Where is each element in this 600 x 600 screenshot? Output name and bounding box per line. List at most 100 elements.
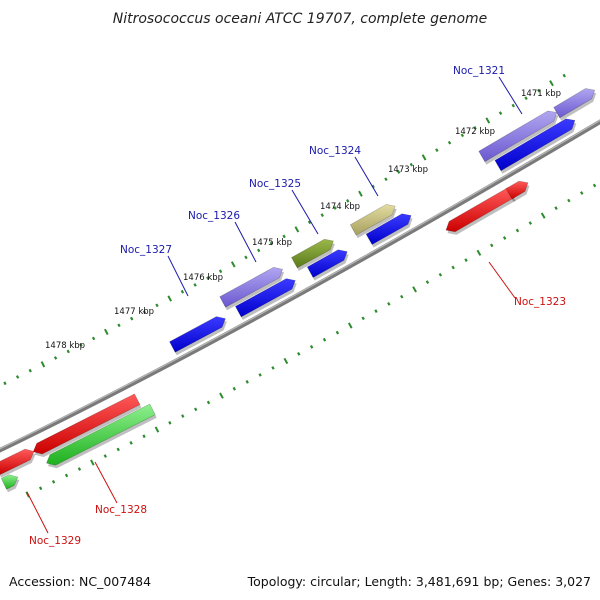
gene-arrow-noc-1327-body (169, 316, 226, 353)
tick-mark (476, 249, 482, 256)
leader-line-noc-1326 (234, 221, 257, 263)
gene-label-noc-1321: Noc_1321 (453, 65, 505, 77)
gene-arrow-noc-1326-lower (234, 278, 297, 320)
gene-label-noc-1326: Noc_1326 (188, 210, 240, 222)
gene-label-noc-1323: Noc_1323 (514, 296, 566, 308)
tick-mark (347, 322, 353, 329)
tick-mark (257, 248, 261, 253)
tick-mark (245, 379, 249, 384)
tick-mark (322, 337, 327, 342)
outer-tick-track (3, 73, 566, 386)
tick-mark (549, 80, 554, 87)
tick-mark (129, 440, 133, 445)
tick-tracks (3, 73, 597, 498)
gene-arrow-noc-1323-b (505, 180, 530, 202)
tick-mark (181, 414, 185, 418)
tick-mark (155, 303, 159, 308)
leader-line-noc-1321 (498, 76, 523, 115)
tick-mark (409, 162, 414, 167)
tick-mark (53, 356, 58, 360)
leader-line-noc-1325 (291, 189, 319, 235)
genome-backbone-highlight (0, 119, 600, 450)
gene-arrow-noc-1328-body (32, 393, 141, 455)
gene-arrow-noc-1321-body (478, 110, 558, 163)
tick-mark (511, 103, 515, 108)
gene-arrow-noc-1323 (445, 187, 516, 235)
tick-mark (374, 309, 378, 314)
tick-mark (498, 111, 503, 115)
tick-mark (180, 289, 185, 294)
tick-mark (193, 283, 197, 287)
leader-line-noc-1328 (94, 461, 118, 504)
gene-arrow-noc-1321-upper (553, 88, 597, 121)
tick-mark (39, 486, 43, 491)
gene-arrow-noc-1328-green (46, 403, 157, 469)
tick-mark (400, 294, 404, 299)
tick-mark (104, 328, 109, 336)
tick-mark (66, 349, 70, 354)
tick-mark (562, 73, 566, 78)
tick-mark (333, 206, 337, 210)
tick-mark (554, 206, 558, 210)
gene-arrow-noc-1329-green-body (0, 474, 19, 490)
tick-mark (258, 373, 262, 377)
tick-mark (91, 336, 96, 341)
tick-mark (206, 276, 210, 280)
kbp-label-1476: 1476 kbp (183, 273, 223, 283)
tick-mark (142, 434, 146, 439)
tick-mark (307, 220, 312, 225)
gene-arrow-noc-1326-lower-body (234, 278, 296, 318)
tick-mark (117, 323, 121, 328)
leader-line-noc-1329 (26, 491, 49, 534)
tick-mark (142, 310, 147, 314)
gene-arrow-noc-1325 (291, 238, 335, 271)
tick-mark (244, 255, 248, 260)
tick-mark (524, 96, 528, 101)
tick-mark (335, 330, 340, 335)
tick-mark (460, 133, 465, 138)
tick-mark (232, 386, 236, 391)
genome-backbone (0, 119, 600, 453)
kbp-labels: 1471 kbp 1472 kbp 1473 kbp 1474 kbp 1475… (45, 89, 561, 351)
gene-arrow-noc-1327 (169, 316, 227, 356)
accession-text: Accession: NC_007484 (9, 574, 151, 589)
map-title: Nitrosococcus oceani ATCC 19707, complet… (113, 11, 488, 27)
tick-mark (320, 213, 324, 218)
tick-mark (502, 236, 507, 240)
genome-summary-text: Topology: circular; Length: 3,481,691 bp… (247, 574, 591, 589)
gene-labels: Noc_1321 Noc_1324 Noc_1325 Noc_1326 Noc_… (29, 65, 566, 547)
tick-mark (28, 368, 32, 373)
tick-mark (435, 148, 439, 152)
tick-mark (297, 352, 301, 356)
kbp-label-1475: 1475 kbp (252, 238, 292, 248)
tick-mark (154, 426, 160, 433)
gene-arrow-noc-1326-body (219, 266, 284, 308)
tick-mark (15, 375, 20, 379)
tick-mark (77, 467, 82, 471)
tick-mark (51, 480, 56, 484)
tick-mark (425, 280, 430, 284)
tick-mark (567, 198, 571, 203)
gene-arrow-noc-1328 (32, 393, 142, 457)
leader-line-noc-1323 (488, 261, 516, 299)
tick-mark (116, 447, 120, 452)
leader-line-noc-1327 (167, 255, 189, 297)
gene-arrow-noc-1329 (0, 448, 36, 478)
kbp-label-1472: 1472 kbp (455, 127, 495, 137)
gene-label-noc-1328: Noc_1328 (95, 504, 147, 516)
tick-mark (412, 286, 417, 293)
tick-mark (309, 344, 314, 349)
gene-arrow-noc-1329-green (0, 474, 20, 493)
tick-mark (387, 302, 391, 306)
tick-mark (168, 421, 172, 425)
gene-arrow-noc-1328-green-body (46, 403, 156, 466)
tick-mark (219, 392, 224, 399)
tick-mark (271, 366, 275, 370)
tick-mark (361, 316, 365, 321)
gene-arrow-noc-1326 (219, 266, 285, 311)
tick-mark (79, 343, 83, 347)
tick-mark (283, 357, 289, 365)
tick-mark (371, 184, 375, 189)
tick-mark (580, 191, 584, 195)
